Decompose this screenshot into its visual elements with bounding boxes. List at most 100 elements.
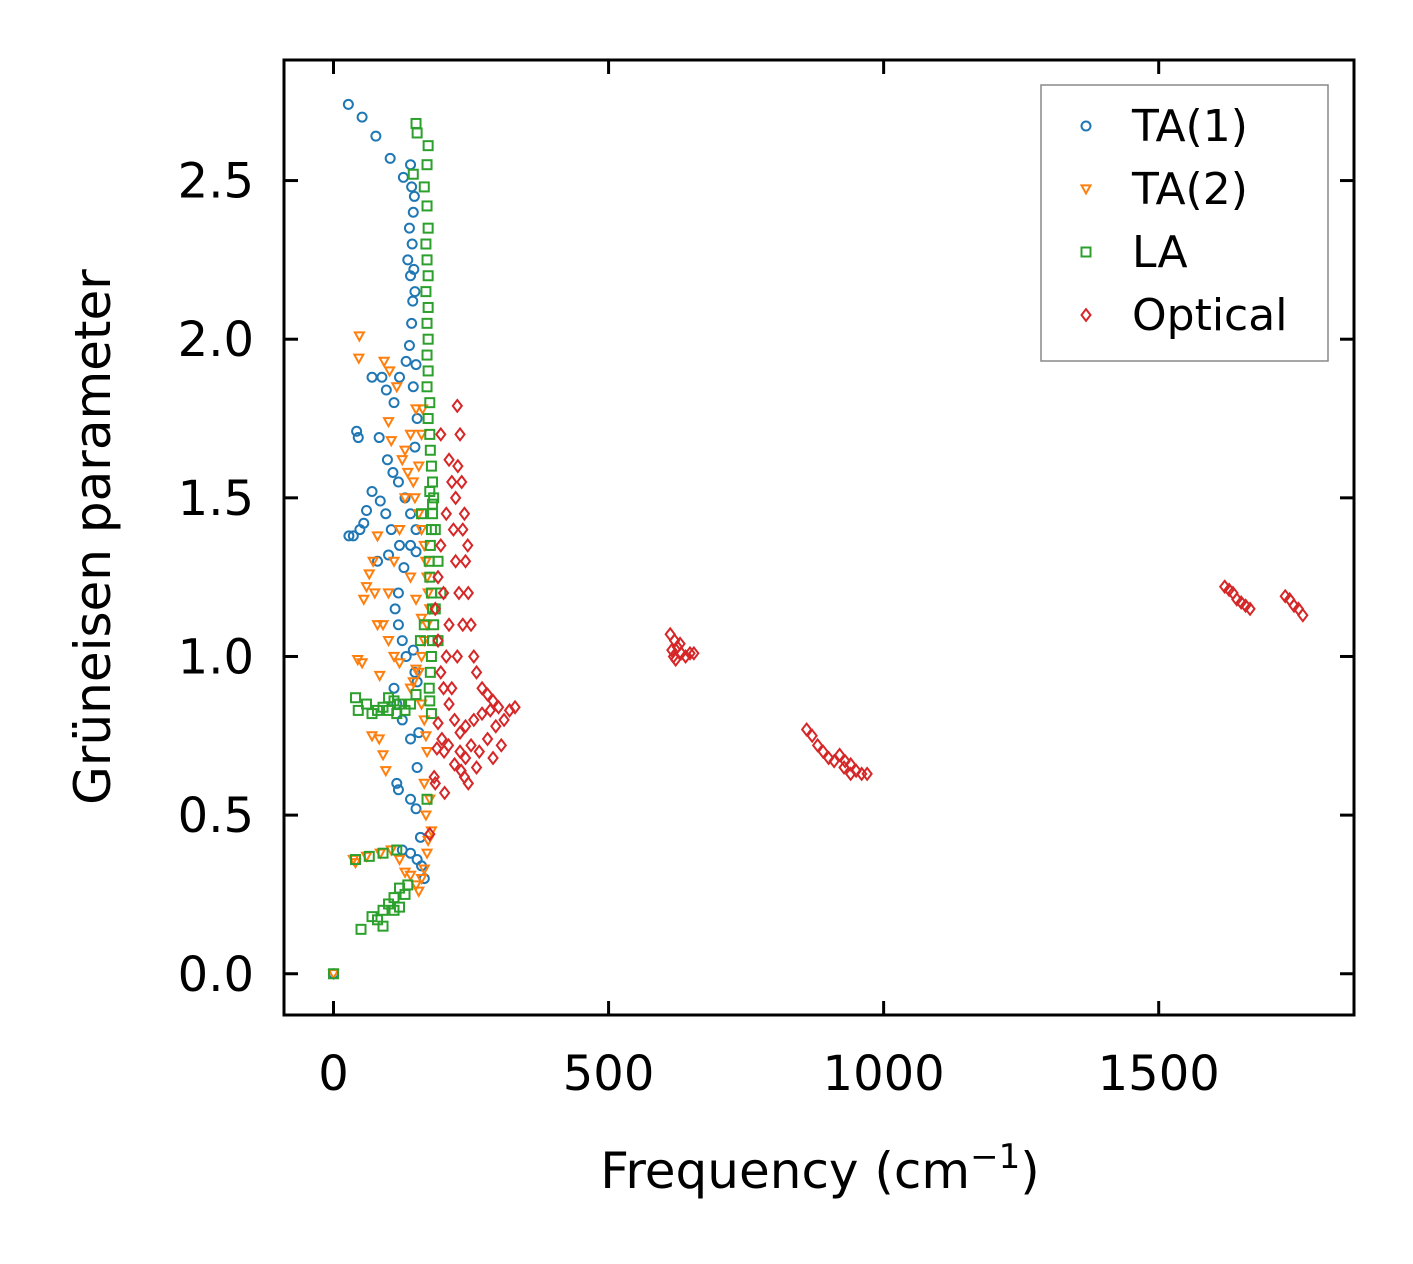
point-ta2-52 bbox=[372, 734, 386, 746]
point-optical-21 bbox=[432, 633, 444, 649]
point-optical-48 bbox=[449, 553, 462, 569]
point-la-3 bbox=[422, 140, 434, 152]
point-optical-77 bbox=[674, 636, 686, 652]
point-la-66 bbox=[377, 920, 389, 932]
point-la-40 bbox=[410, 689, 422, 701]
x-axis-label-close: ) bbox=[1020, 1142, 1040, 1200]
point-ta1-24 bbox=[381, 454, 393, 466]
point-ta2-8 bbox=[396, 455, 409, 467]
point-ta2-42 bbox=[357, 594, 370, 606]
legend: TA(1) TA(2) LA Optical bbox=[1040, 84, 1329, 362]
point-ta1-60 bbox=[410, 803, 422, 815]
legend-label-optical: Optical bbox=[1132, 290, 1287, 341]
point-ta2-78 bbox=[420, 747, 434, 759]
point-ta1-9 bbox=[407, 206, 419, 218]
point-ta1-70 bbox=[407, 381, 419, 393]
point-ta2-53 bbox=[365, 731, 379, 743]
point-la-19 bbox=[424, 397, 436, 409]
point-la-38 bbox=[424, 695, 436, 707]
point-optical-90 bbox=[861, 766, 873, 782]
point-la-47 bbox=[372, 704, 384, 716]
legend-marker-optical bbox=[1080, 307, 1092, 323]
point-la-53 bbox=[391, 708, 403, 720]
point-ta1-55 bbox=[405, 733, 417, 745]
point-optical-29 bbox=[476, 706, 488, 722]
point-optical-40 bbox=[454, 744, 466, 760]
point-ta1-52 bbox=[388, 682, 400, 694]
point-ta2-45 bbox=[382, 636, 395, 648]
point-ta2-77 bbox=[419, 731, 433, 743]
point-ta1-25 bbox=[387, 466, 399, 478]
point-la-6 bbox=[418, 181, 430, 193]
point-la-76 bbox=[427, 498, 439, 510]
point-optical-59 bbox=[476, 680, 488, 696]
point-la-58 bbox=[377, 904, 389, 916]
point-optical-35 bbox=[490, 718, 502, 734]
point-ta2-15 bbox=[404, 429, 417, 441]
point-ta2-10 bbox=[407, 477, 420, 489]
point-ta2-48 bbox=[373, 670, 386, 683]
point-optical-2 bbox=[431, 740, 443, 756]
point-optical-18 bbox=[435, 537, 447, 553]
point-ta2-75 bbox=[415, 699, 428, 711]
point-ta1-72 bbox=[409, 286, 421, 298]
axis-ticks: 0 500 1000 1500 0.0 0.5 1.0 1.5 2.0 2.5 bbox=[178, 60, 1354, 1102]
point-ta1-2 bbox=[342, 98, 354, 110]
point-ta2-12 bbox=[415, 429, 428, 441]
point-ta2-27 bbox=[415, 651, 428, 664]
point-la-17 bbox=[422, 365, 434, 377]
point-ta1-35 bbox=[354, 524, 366, 536]
point-optical-32 bbox=[498, 712, 510, 728]
point-ta2-41 bbox=[360, 582, 373, 594]
point-optical-54 bbox=[459, 553, 472, 569]
point-la-10 bbox=[421, 254, 433, 266]
point-ta2-30 bbox=[404, 683, 417, 695]
x-axis-label-superscript: −1 bbox=[970, 1137, 1020, 1177]
point-ta2-71 bbox=[415, 613, 428, 625]
point-optical-12 bbox=[429, 775, 442, 791]
point-optical-67 bbox=[437, 585, 450, 601]
point-la-78 bbox=[416, 508, 428, 520]
point-optical-58 bbox=[470, 664, 483, 680]
point-la-70 bbox=[391, 844, 403, 856]
point-optical-31 bbox=[492, 699, 505, 715]
legend-label-ta2: TA(2) bbox=[1131, 164, 1248, 215]
point-ta1-14 bbox=[403, 340, 415, 352]
point-ta1-59 bbox=[405, 793, 417, 805]
point-la-4 bbox=[421, 159, 433, 171]
point-optical-36 bbox=[481, 731, 494, 747]
point-la-45 bbox=[383, 692, 395, 704]
point-la-7 bbox=[421, 200, 433, 212]
point-ta1-18 bbox=[380, 384, 392, 396]
point-la-59 bbox=[383, 898, 395, 910]
point-ta2-36 bbox=[412, 886, 425, 898]
point-optical-38 bbox=[465, 737, 477, 753]
point-ta2-3 bbox=[377, 356, 391, 368]
point-la-55 bbox=[355, 923, 367, 935]
point-ta2-54 bbox=[376, 750, 390, 762]
point-optical-17 bbox=[440, 506, 453, 522]
point-optical-3 bbox=[436, 731, 448, 747]
y-tick-label-5: 2.5 bbox=[178, 154, 254, 210]
point-ta2-11 bbox=[412, 461, 425, 473]
point-la-60 bbox=[388, 892, 400, 904]
point-ta1-26 bbox=[392, 476, 404, 488]
point-ta1-63 bbox=[405, 847, 417, 859]
point-la-11 bbox=[422, 270, 434, 282]
point-ta1-1 bbox=[343, 530, 355, 542]
point-optical-39 bbox=[459, 750, 472, 766]
point-ta2-1 bbox=[353, 331, 366, 343]
point-la-9 bbox=[420, 238, 432, 250]
point-ta1-73 bbox=[405, 270, 417, 282]
point-optical-65 bbox=[443, 617, 455, 633]
point-optical-0 bbox=[424, 826, 436, 842]
point-ta2-60 bbox=[393, 854, 406, 867]
point-la-48 bbox=[366, 708, 378, 720]
point-ta1-33 bbox=[361, 505, 373, 517]
x-tick-label-1: 500 bbox=[563, 1046, 655, 1102]
point-la-46 bbox=[377, 701, 389, 713]
point-optical-27 bbox=[459, 718, 472, 734]
point-optical-6 bbox=[442, 737, 455, 753]
point-la-54 bbox=[421, 793, 433, 805]
point-la-18 bbox=[421, 381, 433, 393]
